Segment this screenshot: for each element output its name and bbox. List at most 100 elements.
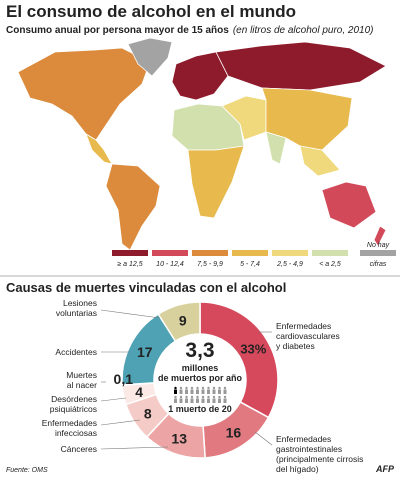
value-label: 17	[137, 344, 153, 360]
legend-swatch	[360, 250, 396, 256]
legend-label: 10 - 12,4	[156, 261, 184, 268]
leader-line	[100, 309, 161, 319]
donut-segment	[199, 301, 279, 419]
legend-label: No hay	[367, 242, 390, 249]
category-label: Lesiones	[63, 298, 97, 308]
leader-line	[100, 419, 141, 426]
south-east-asia	[299, 145, 341, 177]
center-text: de muertos por año	[158, 373, 243, 383]
value-label: 4	[135, 384, 143, 400]
person-body	[174, 398, 177, 403]
value-label: 13	[171, 430, 187, 446]
person-body	[223, 398, 227, 403]
legend-swatch	[192, 250, 228, 256]
person-body	[212, 389, 216, 394]
category-label: cardiovasculares	[276, 331, 340, 341]
chart-title: Causas de muertes vinculadas con el alco…	[6, 280, 286, 295]
source: Fuente: OMS	[6, 467, 48, 474]
category-label: Enfermedades	[276, 321, 331, 331]
person-body	[185, 389, 188, 394]
russia	[215, 41, 387, 91]
leader-line	[254, 431, 273, 446]
category-label: Cánceres	[61, 444, 97, 454]
person-body	[218, 398, 221, 403]
person-body	[179, 398, 183, 403]
south-asia	[265, 131, 287, 165]
value-label: 9	[179, 312, 187, 328]
legend-swatch	[272, 250, 308, 256]
legend-swatch	[152, 250, 188, 256]
person-head	[201, 395, 205, 399]
person-body	[185, 398, 188, 403]
north-america	[17, 47, 151, 141]
category-label: voluntarias	[56, 308, 97, 318]
category-label: gastrointestinales	[276, 444, 342, 454]
subtitle-main: Consumo anual por persona mayor de 15 añ…	[6, 25, 229, 36]
person-body	[196, 398, 199, 403]
category-label: y diabetes	[276, 341, 315, 351]
person-body	[179, 389, 183, 394]
greenland	[127, 37, 173, 77]
south-africa	[187, 145, 245, 219]
person-head	[212, 395, 216, 399]
australia	[321, 181, 377, 229]
person-head	[185, 395, 188, 399]
category-label: Muertes	[66, 370, 97, 380]
credit: AFP	[375, 464, 395, 474]
title: El consumo de alcohol en el mundo	[6, 2, 296, 21]
category-label: Accidentes	[55, 347, 97, 357]
legend-swatch	[112, 250, 148, 256]
person-body	[207, 389, 210, 394]
donut-segment	[157, 301, 201, 343]
legend-label: < a 2,5	[319, 261, 341, 268]
person-head	[174, 386, 177, 390]
person-head	[218, 395, 221, 399]
person-head	[207, 386, 210, 390]
center-text: millones	[182, 363, 219, 373]
person-body	[223, 389, 227, 394]
legend-swatch	[232, 250, 268, 256]
world-map	[17, 37, 387, 251]
map-legend: ≥ a 12,5 10 - 12,4 7,5 - 9,9 5 - 7,4 2,5 - 4…	[112, 242, 396, 268]
person-head	[207, 395, 210, 399]
person-body	[207, 398, 210, 403]
people-icons	[174, 386, 227, 403]
central-america	[85, 133, 113, 165]
person-body	[190, 398, 194, 403]
legend-label: 7,5 - 9,9	[197, 261, 223, 268]
new-zealand	[373, 225, 387, 247]
value-label: 16	[226, 424, 242, 440]
value-label: 33%	[240, 341, 266, 356]
person-head	[196, 395, 199, 399]
category-label: Desórdenes	[51, 394, 97, 404]
value-label: 0,1	[114, 371, 134, 387]
subtitle: Consumo anual por persona mayor de 15 añ…	[6, 25, 373, 36]
person-head	[218, 386, 221, 390]
leader-line	[100, 446, 169, 450]
leader-line	[100, 397, 127, 402]
legend-label: 2,5 - 4,9	[276, 261, 303, 268]
center-note: 1 muerto de 20	[168, 404, 232, 414]
person-body	[212, 398, 216, 403]
person-head	[174, 395, 177, 399]
category-label: Enfermedades	[42, 418, 97, 428]
person-body	[190, 389, 194, 394]
person-head	[201, 386, 205, 390]
person-body	[201, 389, 205, 394]
category-label: al nacer	[67, 380, 97, 390]
category-label: del hígado)	[276, 464, 319, 474]
person-body	[218, 389, 221, 394]
person-head	[179, 395, 183, 399]
person-head	[196, 386, 199, 390]
legend-label: 5 - 7,4	[240, 261, 260, 268]
south-america	[105, 163, 161, 251]
europe	[171, 51, 229, 101]
category-label: Enfermedades	[276, 434, 331, 444]
person-head	[223, 386, 227, 390]
person-head	[190, 395, 194, 399]
person-head	[190, 386, 194, 390]
person-body	[196, 389, 199, 394]
